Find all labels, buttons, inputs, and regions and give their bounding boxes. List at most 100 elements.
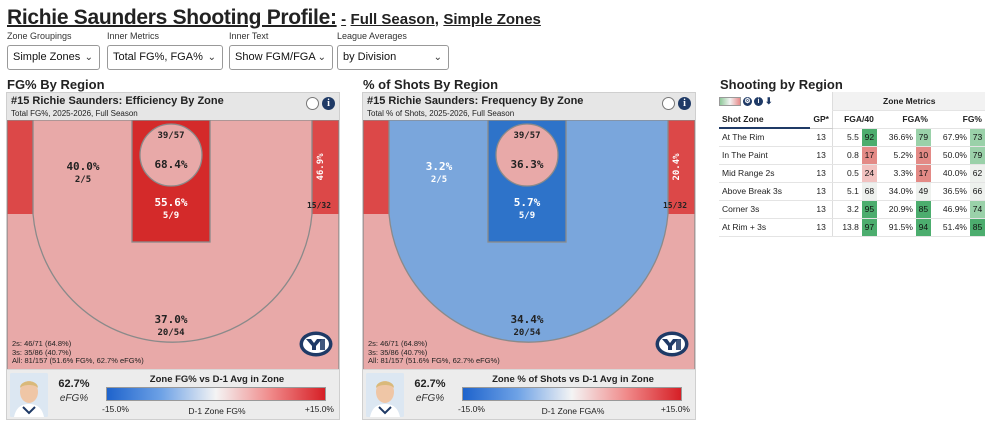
info-icon[interactable]: i xyxy=(754,96,763,106)
zone-groupings-value: Simple Zones xyxy=(13,51,81,63)
inner-metrics-select[interactable]: Total FG%, FGA% ⌄ xyxy=(107,45,223,70)
legend-high: +15.0% xyxy=(660,404,690,414)
zone-corner-right[interactable] xyxy=(668,120,695,214)
row-fg-pct: 85 xyxy=(970,218,985,237)
row-fg-pct: 62 xyxy=(970,164,985,183)
table-row: At The Rim 13 5.5 92 36.6% 79 67.9% 73 xyxy=(719,128,985,147)
zone-above-break[interactable] xyxy=(363,214,695,370)
zone-corner-left[interactable] xyxy=(363,120,389,214)
legend-gradient xyxy=(106,387,326,401)
row-fgapct: 34.0% xyxy=(876,182,916,201)
row-fga40: 0.5 xyxy=(832,164,862,183)
row-fgapct: 91.5% xyxy=(876,218,916,237)
league-averages-select[interactable]: by Division ⌄ xyxy=(337,45,449,70)
settings-icon[interactable]: ⚙ xyxy=(743,96,752,106)
legend-high: +15.0% xyxy=(304,404,334,414)
row-fga40-pct: 92 xyxy=(861,128,877,147)
row-gp: 13 xyxy=(809,182,833,201)
chevron-down-icon: ⌄ xyxy=(433,52,442,63)
row-fg-pct: 74 xyxy=(970,200,985,219)
page-title: Richie Saunders Shooting Profile: - Full… xyxy=(7,6,541,30)
color-scale-icon[interactable] xyxy=(719,96,741,106)
col-gp[interactable]: GP* xyxy=(809,110,833,129)
zone-corner-left[interactable] xyxy=(7,120,33,214)
frequency-splits: 2s: 46/71 (64.8%) 3s: 35/86 (40.7%) All:… xyxy=(368,339,500,366)
zone-above-break[interactable] xyxy=(7,214,339,370)
zone-corner-right[interactable] xyxy=(312,120,339,214)
row-fg-pct: 79 xyxy=(970,146,985,165)
splits-3s: 3s: 35/86 (40.7%) xyxy=(12,347,72,357)
row-fg-pct: 73 xyxy=(970,128,985,147)
row-fga40: 3.2 xyxy=(832,200,862,219)
col-shot-zone[interactable]: Shot Zone xyxy=(719,110,810,129)
download-icon[interactable]: ⬇ xyxy=(765,95,773,106)
chevron-down-icon: ⌄ xyxy=(207,52,216,63)
inner-metrics-label: Inner Metrics xyxy=(107,31,160,41)
frequency-court-subtitle: Total % of Shots, 2025-2026, Full Season xyxy=(367,109,515,118)
midrange-metric: 3.2% xyxy=(426,160,453,173)
region-table-title: Shooting by Region xyxy=(720,77,843,92)
table-header-row: Shot Zone GP* FGA/40 FGA% FG% xyxy=(719,110,985,129)
splits-all: All: 81/157 (51.6% FG%, 62.7% eFG%) xyxy=(368,356,500,366)
efficiency-court-subtitle: Total FG%, 2025-2026, Full Season xyxy=(11,109,138,118)
paint-metric: 5.7% xyxy=(514,196,541,209)
row-fgapct-pct: 49 xyxy=(915,182,931,201)
paint-text: 5/9 xyxy=(163,211,179,221)
inner-metrics-control: Inner Metrics Total FG%, FGA% ⌄ xyxy=(107,31,223,70)
toggle-circle-icon[interactable] xyxy=(306,97,319,110)
frequency-section-title: % of Shots By Region xyxy=(363,77,499,92)
paint-metric: 55.6% xyxy=(154,196,187,209)
table-row: In The Paint 13 0.8 17 5.2% 10 50.0% 79 xyxy=(719,146,985,165)
rim-text: 39/57 xyxy=(157,131,184,141)
row-gp: 13 xyxy=(809,128,833,147)
full-season-link[interactable]: Full Season xyxy=(350,11,435,28)
table-row: Corner 3s 13 3.2 95 20.9% 85 46.9% 74 xyxy=(719,200,985,219)
frequency-court-header: #15 Richie Saunders: Frequency By Zone T… xyxy=(363,93,695,120)
row-fg: 46.9% xyxy=(930,200,970,219)
col-fga40[interactable]: FGA/40 xyxy=(832,110,877,129)
title-comma: , xyxy=(434,11,439,28)
row-fga40: 13.8 xyxy=(832,218,862,237)
row-fgapct: 20.9% xyxy=(876,200,916,219)
efficiency-legend-bar: 62.7% eFG% Zone FG% vs D-1 Avg in Zone -… xyxy=(7,369,339,419)
table-group-row: ⚙ i ⬇ Zone Metrics xyxy=(719,92,985,111)
col-fg[interactable]: FG% xyxy=(930,110,985,129)
row-fg: 40.0% xyxy=(930,164,970,183)
above-break-text: 20/54 xyxy=(157,328,185,338)
row-fgapct: 3.3% xyxy=(876,164,916,183)
frequency-court: 39/57 36.3% 5.7% 5/9 3.2% 2/5 34.4% 20/5… xyxy=(363,120,695,370)
col-fgapct[interactable]: FGA% xyxy=(876,110,931,129)
zone-groupings-label: Zone Groupings xyxy=(7,31,72,41)
inner-text-value: Show FGM/FGA xyxy=(235,51,316,63)
info-icon[interactable]: i xyxy=(678,97,691,110)
efg-label: eFG% xyxy=(59,393,89,404)
simple-zones-link[interactable]: Simple Zones xyxy=(443,11,541,28)
league-averages-control: League Averages by Division ⌄ xyxy=(337,31,449,70)
row-zone: Corner 3s xyxy=(719,200,810,219)
row-fgapct: 36.6% xyxy=(876,128,916,147)
corner-metric: 46.9% xyxy=(316,153,326,181)
inner-text-select[interactable]: Show FGM/FGA ⌄ xyxy=(229,45,333,70)
splits-3s: 3s: 35/86 (40.7%) xyxy=(368,347,428,357)
info-icon[interactable]: i xyxy=(322,97,335,110)
row-gp: 13 xyxy=(809,218,833,237)
row-fgapct-pct: 85 xyxy=(915,200,931,219)
legend-low: -15.0% xyxy=(102,404,129,414)
efg-value: 62.7% xyxy=(58,378,90,390)
zone-rim[interactable] xyxy=(496,124,558,186)
row-fg: 51.4% xyxy=(930,218,970,237)
inner-text-label: Inner Text xyxy=(229,31,269,41)
toggle-circle-icon[interactable] xyxy=(662,97,675,110)
legend-title: Zone FG% vs D-1 Avg in Zone xyxy=(149,374,285,385)
row-fga40-pct: 24 xyxy=(861,164,877,183)
legend-title: Zone % of Shots vs D-1 Avg in Zone xyxy=(492,374,654,385)
zone-groupings-select[interactable]: Simple Zones ⌄ xyxy=(7,45,100,70)
table-row: Mid Range 2s 13 0.5 24 3.3% 17 40.0% 62 xyxy=(719,164,985,183)
row-fga40: 5.1 xyxy=(832,182,862,201)
title-text: Richie Saunders Shooting Profile: xyxy=(7,6,337,29)
chevron-down-icon: ⌄ xyxy=(317,52,326,63)
zone-rim[interactable] xyxy=(140,124,202,186)
splits-2s: 2s: 46/71 (64.8%) xyxy=(12,339,72,348)
row-fga40-pct: 17 xyxy=(861,146,877,165)
table-toolbar: ⚙ i ⬇ xyxy=(719,95,810,106)
